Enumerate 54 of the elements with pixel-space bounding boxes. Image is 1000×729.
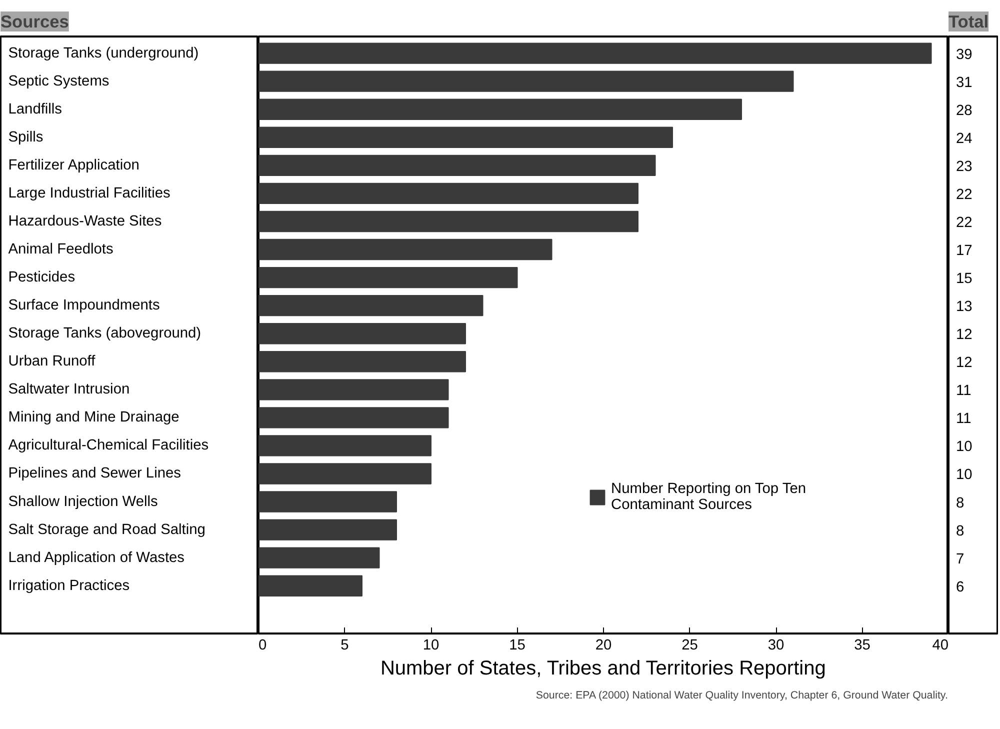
legend-label: Number Reporting on Top Ten Contaminant Sources [611,481,806,513]
y-axis-title: Sources [0,12,69,32]
text: 8 [956,523,964,540]
y-tick-label: Fertilizer Application [8,157,140,174]
y-tick-label: Storage Tanks (underground) [8,45,199,62]
text: 11 [956,411,972,428]
x-tick-label: 20 [595,638,612,654]
text: 12 [956,355,972,372]
text: 15 [956,271,972,288]
y-tick-label: Large Industrial Facilities [8,185,170,202]
y-tick-label: Landfills [8,101,62,118]
text: 22 [956,214,972,231]
y-tick-label: Storage Tanks (aboveground) [8,326,202,342]
x-tick-label: 30 [768,638,784,654]
y-tick-label: Pipelines and Sewer Lines [8,466,181,482]
y-tick-label: Pesticides [8,270,76,286]
text: 13 [956,299,972,316]
y-tick-label: Land Application of Wastes [8,550,185,566]
text: 31 [956,74,972,91]
x-tick-label: 5 [340,638,349,654]
x-tick-label: 15 [509,638,526,654]
y-tick-label: Urban Runoff [8,354,96,370]
text: 10 [956,467,972,484]
text: 7 [956,551,964,568]
x-tick-label: 25 [682,638,698,654]
y-tick-label: Animal Feedlots [8,242,114,258]
x-tick-label: 35 [854,638,870,654]
text: 10 [956,439,972,456]
source-note: Source: EPA (2000) National Water Quality Inventory, Chapter 6, Ground Water Quality. [536,690,948,702]
y-tick-label: Agricultural-Chemical Facilities [8,438,209,454]
text: 39 [956,46,972,63]
y-tick-label: Mining and Mine Drainage [8,410,180,426]
x-axis-title: Number of States, Tribes and Territories Reporting [380,658,826,680]
y-tick-label: Septic Systems [8,73,110,90]
text: 23 [956,158,972,175]
y-tick-label: Shallow Injection Wells [8,494,158,510]
y-tick-label: Surface Impoundments [8,298,160,314]
x-tick-label: 40 [932,638,949,654]
text: 8 [956,495,964,512]
x-tick-label: 0 [258,638,267,654]
y-tick-label: Irrigation Practices [8,578,130,594]
text: 11 [956,383,972,400]
text: 22 [956,186,972,203]
text: 28 [956,102,972,119]
x-tick-label: 10 [422,638,440,654]
y-tick-label: Spills [8,129,44,146]
y-tick-label: Hazardous-Waste Sites [8,213,162,230]
y-tick-label: Saltwater Intrusion [8,382,130,398]
text: Total [948,12,989,32]
text: 17 [956,243,972,260]
text: 12 [956,327,972,344]
text: 6 [956,579,964,596]
text: 24 [956,130,972,147]
y-tick-label: Salt Storage and Road Salting [8,522,206,538]
